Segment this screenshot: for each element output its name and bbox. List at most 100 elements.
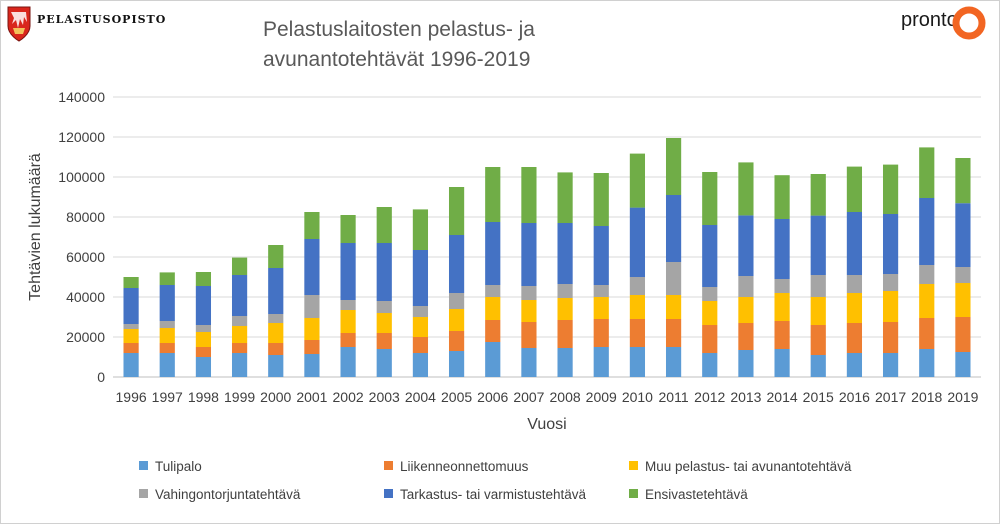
bar-segment xyxy=(448,293,465,309)
x-tick-label: 2000 xyxy=(260,389,291,405)
x-tick-label: 2004 xyxy=(405,389,436,405)
bar-segment xyxy=(268,245,284,268)
bar-segment xyxy=(521,167,537,223)
bar-segment xyxy=(955,317,971,352)
bar-segment xyxy=(774,219,790,279)
bar-segment xyxy=(702,353,718,377)
bar-segment xyxy=(702,225,718,287)
bar-segment xyxy=(593,285,609,297)
bar-segment xyxy=(448,351,465,377)
x-tick-label: 2008 xyxy=(550,389,581,405)
x-tick-label: 2011 xyxy=(659,389,689,405)
bar-segment xyxy=(448,187,465,235)
bar-segment xyxy=(810,297,826,325)
bar-segment xyxy=(919,198,935,265)
y-axis-title: Tehtävien lukumäärä xyxy=(27,153,44,301)
bar-segment xyxy=(159,343,175,353)
bar-segment xyxy=(521,223,537,286)
bar-segment xyxy=(268,268,284,314)
bar-segment xyxy=(593,347,609,377)
bar-segment xyxy=(919,349,935,377)
bar-segment xyxy=(846,293,863,323)
bar-segment xyxy=(521,286,537,300)
bar-segment xyxy=(665,347,682,377)
bar-segment xyxy=(123,343,139,353)
bar-segment xyxy=(882,353,899,377)
bar-segment xyxy=(123,324,139,329)
bar-segment xyxy=(376,243,392,301)
bar-segment xyxy=(919,284,935,318)
bar-segment xyxy=(485,297,501,320)
legend-swatch xyxy=(139,489,148,498)
bar-segment xyxy=(593,319,609,347)
bar-segment xyxy=(810,355,826,377)
pronto-logo: pronto xyxy=(901,5,991,40)
bar-segment xyxy=(485,285,501,297)
bar-segment xyxy=(955,352,971,377)
bar-segment xyxy=(340,347,356,377)
y-tick-label: 40000 xyxy=(66,289,105,305)
bar-segment xyxy=(159,285,175,321)
bar-segment xyxy=(557,298,573,320)
bar-segment xyxy=(412,317,429,337)
bar-segment xyxy=(774,279,790,293)
bar-segment xyxy=(340,215,356,243)
bar-segment xyxy=(665,195,682,262)
bar-segment xyxy=(195,347,212,357)
bar-segment xyxy=(159,328,175,343)
bar-segment xyxy=(231,353,248,377)
x-tick-label: 2001 xyxy=(296,389,327,405)
x-tick-label: 1998 xyxy=(188,389,219,405)
bar-segment xyxy=(665,319,682,347)
x-tick-label: 2002 xyxy=(333,389,364,405)
x-tick-label: 2013 xyxy=(730,389,761,405)
bar-segment xyxy=(774,349,790,377)
y-tick-label: 120000 xyxy=(58,129,105,145)
bar-segment xyxy=(304,340,320,354)
bar-segment xyxy=(593,297,609,319)
bar-segment xyxy=(159,353,175,377)
bar-segment xyxy=(882,322,899,353)
x-tick-label: 2019 xyxy=(947,389,978,405)
bar-segment xyxy=(919,147,935,198)
x-tick-label: 2005 xyxy=(441,389,472,405)
bar-segment xyxy=(629,319,646,347)
bar-segment xyxy=(195,332,212,347)
x-tick-label: 1996 xyxy=(116,389,147,405)
y-tick-label: 100000 xyxy=(58,169,105,185)
bar-segment xyxy=(557,223,573,284)
x-tick-label: 2015 xyxy=(803,389,834,405)
bar-segment xyxy=(774,321,790,349)
bar-segment xyxy=(738,215,754,276)
x-tick-label: 2010 xyxy=(622,389,653,405)
bar-segment xyxy=(846,323,863,353)
bar-segment xyxy=(195,325,212,332)
bar-segment xyxy=(159,272,175,285)
bar-segment xyxy=(521,300,537,322)
bar-segment xyxy=(702,325,718,353)
bar-segment xyxy=(376,349,392,377)
bar-segment xyxy=(485,342,501,377)
y-tick-label: 0 xyxy=(97,369,105,385)
bar-segment xyxy=(955,203,971,267)
bar-segment xyxy=(268,355,284,377)
bar-segment xyxy=(882,291,899,322)
bar-segment xyxy=(376,333,392,349)
bar-segment xyxy=(412,209,429,250)
y-tick-label: 80000 xyxy=(66,209,105,225)
bar-segment xyxy=(702,287,718,301)
bar-segment xyxy=(376,313,392,333)
bar-segment xyxy=(955,283,971,317)
bar-segment xyxy=(557,320,573,348)
bar-segment xyxy=(593,173,609,226)
bar-segment xyxy=(268,314,284,323)
bar-segment xyxy=(846,275,863,293)
legend-label: Tarkastus- tai varmistustehtävä xyxy=(400,487,587,502)
bar-segment xyxy=(629,277,646,295)
bar-segment xyxy=(412,353,429,377)
bar-segment xyxy=(846,212,863,275)
bar-segment xyxy=(231,257,248,275)
bar-segment xyxy=(919,318,935,349)
